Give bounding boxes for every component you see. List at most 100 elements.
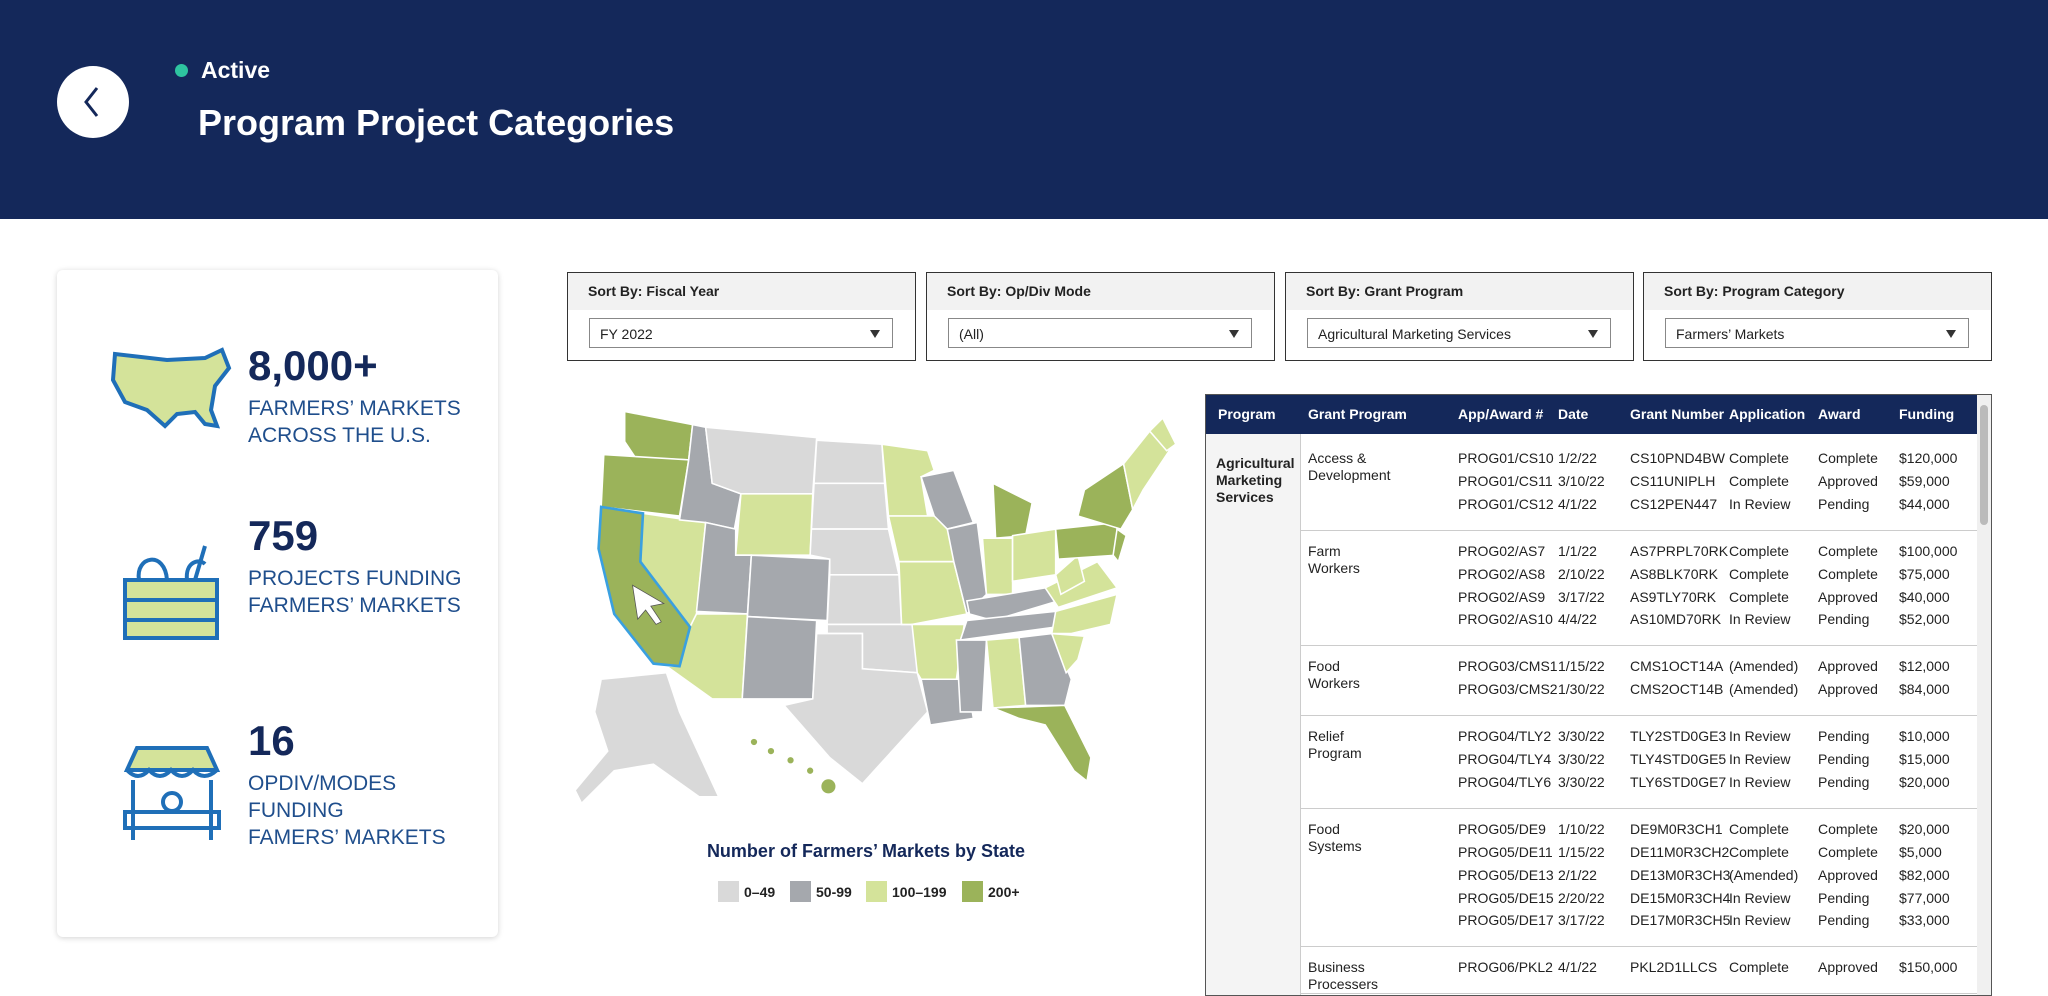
state[interactable]: [1112, 527, 1128, 564]
table-cell: 4/4/22: [1558, 611, 1597, 628]
table-cell: $15,000: [1899, 751, 1950, 767]
filter-select[interactable]: (All): [948, 318, 1252, 348]
state[interactable]: [600, 453, 690, 517]
grant-program: Farm Workers: [1308, 542, 1360, 576]
state[interactable]: [639, 512, 707, 629]
state[interactable]: [959, 610, 1057, 642]
state[interactable]: [1076, 462, 1134, 530]
state[interactable]: [734, 493, 814, 556]
state[interactable]: [819, 777, 838, 795]
column-header: Application: [1729, 406, 1806, 422]
state[interactable]: [955, 639, 988, 713]
filter-label: Sort By: Op/Div Mode: [927, 273, 1274, 310]
table-cell: 1/1/22: [1558, 542, 1597, 559]
table-cell: TLY2STD0GE3: [1630, 728, 1727, 745]
state[interactable]: [946, 521, 988, 616]
state[interactable]: [809, 528, 900, 576]
state[interactable]: [704, 426, 818, 495]
state[interactable]: [623, 410, 694, 461]
table-cell: Pending: [1818, 611, 1870, 628]
stats-card: 8,000+ FARMERS’ MARKETS ACROSS THE U.S. 759…: [57, 270, 498, 937]
stat-label: OPDIV/MODES: [248, 772, 397, 795]
legend-label: 200+: [988, 884, 1020, 900]
legend-swatch: [718, 881, 739, 902]
table-cell: Pending: [1818, 751, 1870, 767]
scrollbar[interactable]: [1977, 395, 1991, 995]
state[interactable]: [810, 482, 890, 530]
state[interactable]: [985, 636, 1027, 709]
state[interactable]: [898, 560, 968, 626]
state[interactable]: [965, 587, 1060, 622]
program-column: [1206, 434, 1301, 995]
legend-swatch: [866, 881, 887, 902]
table-cell: 3/17/22: [1558, 588, 1605, 605]
filter: Sort By: Fiscal Year FY 2022: [567, 272, 916, 361]
filter: Sort By: Program Category Farmers’ Market…: [1643, 272, 1992, 361]
state[interactable]: [785, 755, 796, 765]
state[interactable]: [1054, 521, 1118, 560]
state[interactable]: [1050, 593, 1119, 635]
state[interactable]: [992, 482, 1034, 540]
table-cell: DE17M0R3CH5: [1630, 912, 1731, 929]
state[interactable]: [678, 423, 742, 531]
table-cell: PROG05/DE17: [1458, 912, 1554, 929]
filter: Sort By: Op/Div Mode (All): [926, 272, 1275, 361]
state-selected[interactable]: [597, 505, 692, 668]
state[interactable]: [741, 615, 818, 700]
state[interactable]: [1044, 560, 1119, 609]
state[interactable]: [695, 521, 753, 615]
state[interactable]: [1011, 528, 1057, 583]
data-table: Program Grant Program App/Award # Date Grant…: [1205, 394, 1992, 996]
state[interactable]: [1018, 632, 1073, 707]
table-cell: PROG05/DE11: [1458, 843, 1553, 860]
state[interactable]: [749, 737, 759, 747]
state[interactable]: [805, 765, 815, 776]
state[interactable]: [574, 671, 720, 805]
filter-label: Sort By: Fiscal Year: [568, 273, 915, 310]
table-cell: Complete: [1729, 472, 1789, 489]
table-cell: $59,000: [1899, 472, 1950, 489]
state[interactable]: [782, 632, 929, 785]
row-separator: [1301, 645, 1977, 647]
state[interactable]: [920, 469, 975, 530]
state[interactable]: [981, 537, 1014, 596]
table-cell: Complete: [1818, 843, 1878, 860]
table-cell: AS10MD70RK: [1630, 611, 1722, 628]
table-cell: PROG05/DE15: [1458, 889, 1554, 906]
header: Active Program Project Categories: [0, 0, 2048, 219]
state[interactable]: [813, 439, 886, 485]
state[interactable]: [826, 623, 919, 674]
state[interactable]: [826, 573, 903, 626]
state[interactable]: [887, 515, 955, 563]
stat-label: FARMERS’ MARKETS: [248, 594, 461, 617]
state[interactable]: [1122, 429, 1171, 512]
table-cell: In Review: [1729, 495, 1791, 512]
state[interactable]: [1050, 632, 1086, 675]
state[interactable]: [1148, 416, 1177, 452]
state[interactable]: [1054, 553, 1086, 596]
table-cell: CS11UNIPLH: [1630, 472, 1716, 489]
filter-select[interactable]: Agricultural Marketing Services: [1307, 318, 1611, 348]
table-cell: 1/30/22: [1558, 681, 1605, 698]
state[interactable]: [911, 623, 966, 681]
state[interactable]: [746, 554, 831, 622]
table-cell: (Amended): [1729, 681, 1799, 698]
state[interactable]: [664, 613, 749, 700]
filter-select[interactable]: Farmers’ Markets: [1665, 318, 1969, 348]
row-separator: [1301, 993, 1977, 995]
state[interactable]: [992, 704, 1092, 783]
state[interactable]: [881, 443, 936, 517]
filter-select[interactable]: FY 2022: [589, 318, 893, 348]
table-cell: $20,000: [1899, 820, 1950, 837]
state[interactable]: [920, 678, 975, 726]
table-cell: PROG02/AS7: [1458, 542, 1546, 559]
table-cell: $20,000: [1899, 773, 1950, 790]
table-cell: Complete: [1729, 588, 1789, 605]
table-cell: 3/10/22: [1558, 472, 1605, 489]
back-button[interactable]: [57, 66, 129, 138]
table-cell: 4/1/22: [1558, 495, 1597, 512]
table-cell: $75,000: [1899, 565, 1950, 582]
stat-value: 8,000+: [248, 342, 378, 389]
state[interactable]: [766, 746, 776, 756]
stat-value: 759: [248, 512, 319, 559]
